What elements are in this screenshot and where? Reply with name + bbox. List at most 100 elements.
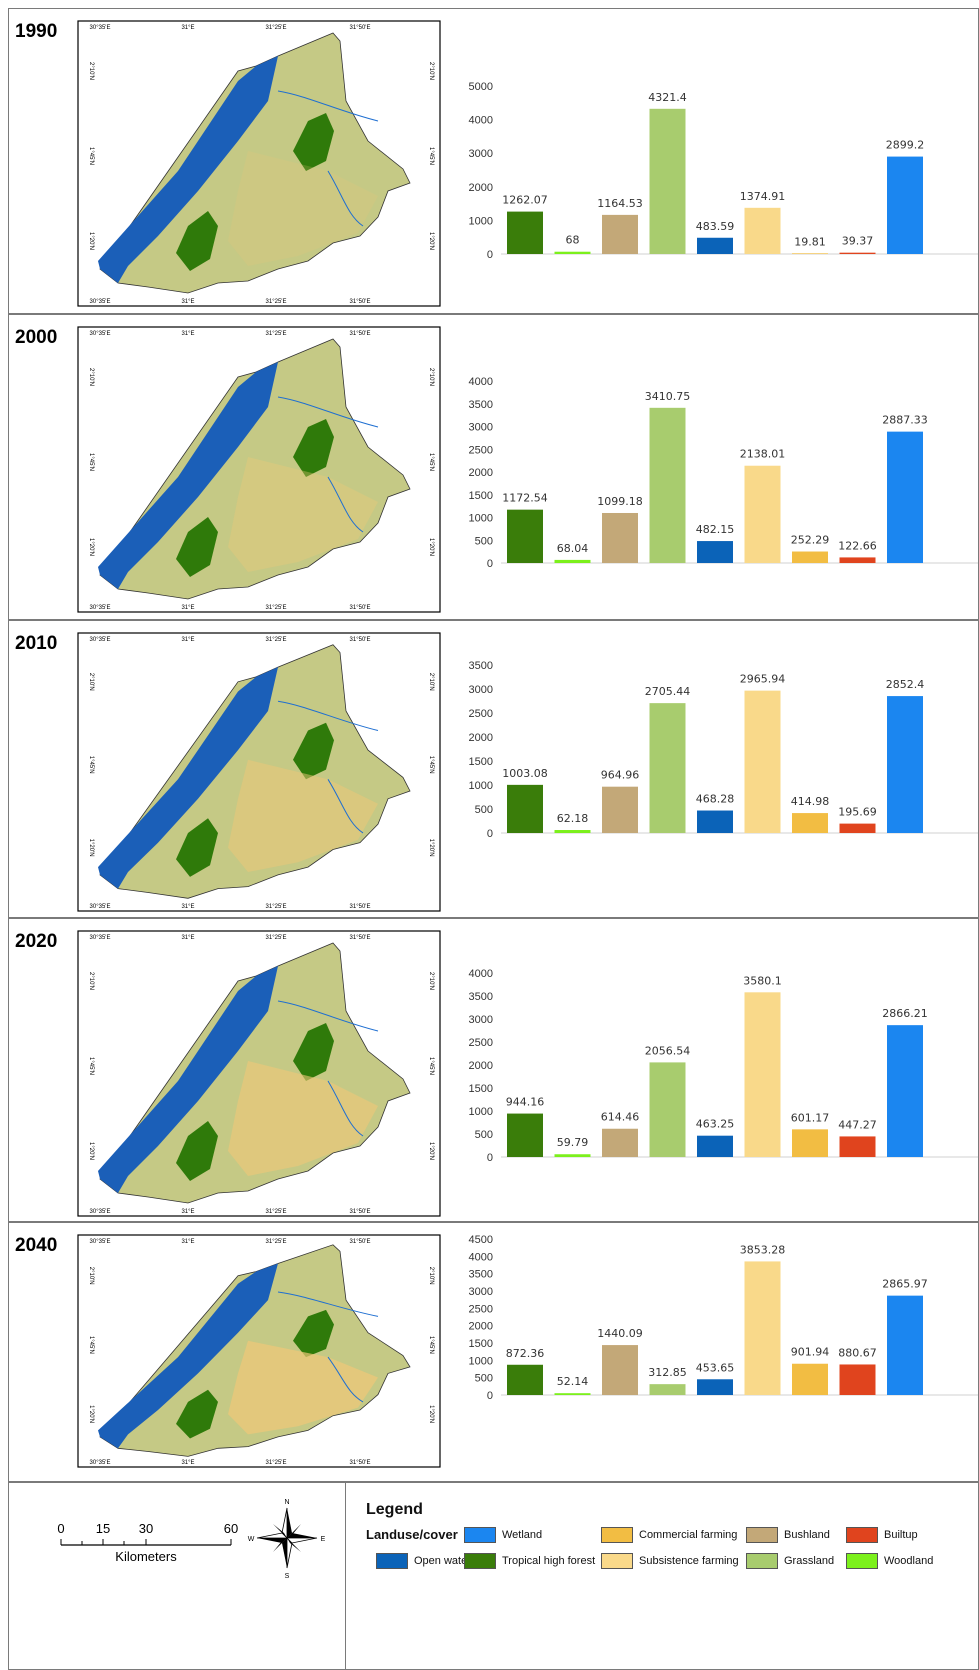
bar-value-label: 414.98	[791, 795, 830, 808]
legend: Legend Landuse/cover Wetland Open water Tr…	[346, 1483, 978, 1669]
panel-2010: 2010 30°35'E 30°35'E 31°E 31°E 31°25'E 31°25'E…	[8, 620, 979, 918]
graticule-right-label: 2°10'N	[428, 972, 434, 990]
landcover-map: 30°35'E 30°35'E 31°E 31°E 31°25'E 31°25'E 31°5…	[77, 20, 441, 307]
bar-value-label: 62.18	[557, 812, 589, 825]
bar-value-label: 2865.97	[882, 1278, 928, 1291]
bar-chart-2040: 0 500 1000 1500 2000 2500 3000 3500 4000 4500 872.…	[469, 1234, 978, 1402]
legend-swatch	[846, 1527, 878, 1543]
farmland-zone	[228, 151, 378, 266]
bar-open_water	[697, 810, 733, 833]
graticule-bottom-label: 31°25'E	[266, 1460, 287, 1466]
graticule-right-label: 1°20'N	[428, 1405, 434, 1423]
bar-value-label: 19.81	[794, 235, 826, 248]
y-tick-label: 3500	[469, 1269, 493, 1281]
bar-wetland	[887, 431, 923, 563]
y-tick-label: 1000	[469, 1355, 493, 1367]
svg-text:W: W	[248, 1536, 255, 1543]
bar-grassland	[649, 108, 686, 254]
bar-value-label: 944.16	[506, 1096, 545, 1109]
bar-wetland	[887, 1025, 923, 1157]
bar-value-label: 1099.18	[597, 495, 643, 508]
lake-open-water	[98, 1263, 278, 1449]
bar-subsistence_farming	[744, 465, 781, 563]
graticule-bottom-label: 31°50'E	[350, 299, 371, 305]
bar-builtup	[839, 1364, 876, 1395]
legend-label: Woodland	[884, 1555, 934, 1567]
graticule-top-label: 31°50'E	[350, 935, 371, 941]
panel-2000: 2000 30°35'E 30°35'E 31°E 31°E 31°25'E 31°25'E…	[8, 314, 979, 620]
graticule-top-label: 30°35'E	[90, 331, 111, 337]
svg-text:N: N	[284, 1499, 289, 1506]
bar-value-label: 483.59	[696, 220, 735, 233]
graticule-right-label: 1°45'N	[428, 1336, 434, 1354]
bar-value-label: 39.37	[842, 235, 874, 248]
forest-patch-north	[293, 1023, 334, 1081]
forest-patch-north	[293, 722, 334, 780]
graticule-left-label: 2°10'N	[88, 368, 94, 386]
graticule-right-label: 1°45'N	[428, 756, 434, 774]
legend-label: Tropical high forest	[502, 1555, 596, 1567]
y-tick-label: 1500	[469, 1338, 493, 1350]
y-tick-label: 4000	[469, 968, 493, 980]
graticule-right-label: 1°45'N	[428, 453, 434, 471]
scale-tick-60: 60	[224, 1521, 238, 1536]
farmland-zone	[228, 457, 378, 572]
y-tick-label: 0	[487, 249, 493, 261]
bar-bushland	[602, 214, 638, 254]
y-tick-label: 2000	[469, 182, 493, 194]
district-land	[99, 32, 411, 294]
bar-open_water	[697, 1379, 733, 1395]
panel-2020: 2020 30°35'E 30°35'E 31°E 31°E 31°25'E 31°25'E…	[8, 918, 979, 1222]
graticule-bottom-label: 30°35'E	[90, 299, 111, 305]
farmland-zone	[228, 1340, 378, 1435]
graticule-left-label: 1°20'N	[88, 538, 94, 556]
river	[327, 1080, 364, 1137]
graticule-top-label: 31°25'E	[266, 25, 287, 31]
svg-text:S: S	[285, 1573, 290, 1580]
bar-value-label: 2866.21	[882, 1007, 928, 1020]
panel-year-label: 2040	[15, 1235, 58, 1256]
legend-item-tropical-high-forest: Tropical high forest	[464, 1553, 595, 1569]
y-tick-label: 2500	[469, 708, 493, 720]
bar-woodland	[554, 559, 591, 563]
legend-label: Grassland	[784, 1555, 835, 1567]
forest-patch-south	[176, 517, 218, 577]
panel-year-label: 2010	[15, 633, 58, 654]
bar-bushland	[602, 512, 638, 563]
legend-label: Commercial farming	[639, 1529, 738, 1541]
landcover-map: 30°35'E 30°35'E 31°E 31°E 31°25'E 31°25'E 31°5…	[77, 930, 441, 1217]
graticule-top-label: 31°25'E	[266, 1239, 287, 1245]
river	[277, 396, 379, 428]
bar-value-label: 2056.54	[645, 1044, 691, 1057]
graticule-left-label: 1°45'N	[88, 756, 94, 774]
bar-value-label: 59.79	[557, 1136, 589, 1149]
graticule-left-label: 1°45'N	[88, 453, 94, 471]
bar-value-label: 1374.91	[740, 190, 786, 203]
graticule-left-label: 2°10'N	[88, 972, 94, 990]
panel-2040: 2040 30°35'E 30°35'E 31°E 31°E 31°25'E 31°25'E…	[8, 1222, 979, 1482]
y-tick-label: 3000	[469, 148, 493, 160]
graticule-right-label: 1°20'N	[428, 232, 434, 250]
bar-value-label: 482.15	[696, 523, 735, 536]
bar-value-label: 2852.4	[886, 678, 925, 691]
forest-patch-south	[176, 1389, 218, 1439]
lake-open-water	[98, 56, 278, 283]
graticule-top-label: 31°E	[181, 637, 194, 643]
bar-value-label: 880.67	[838, 1346, 877, 1359]
legend-item-commercial-farming: Commercial farming	[601, 1527, 737, 1543]
bar-value-label: 3580.1	[743, 974, 782, 987]
graticule-bottom-label: 31°25'E	[266, 299, 287, 305]
panel-year-label: 2020	[15, 931, 58, 952]
graticule-bottom-label: 31°E	[181, 299, 194, 305]
bar-tropical_high_forest	[507, 1113, 543, 1157]
bar-open_water	[697, 237, 733, 254]
graticule-left-label: 1°20'N	[88, 1405, 94, 1423]
landcover-map: 30°35'E 30°35'E 31°E 31°E 31°25'E 31°25'E 31°5…	[77, 326, 441, 613]
scale-bar-graphic: 0 15 30 60 Kilometers	[57, 1499, 325, 1580]
bar-value-label: 601.17	[791, 1111, 830, 1124]
bar-chart-2010: 0 500 1000 1500 2000 2500 3000 3500 1003.08 62.18…	[469, 660, 978, 840]
graticule-bottom-label: 31°25'E	[266, 1209, 287, 1215]
bar-value-label: 447.27	[838, 1118, 877, 1131]
bar-commercial_farming	[792, 1129, 828, 1157]
